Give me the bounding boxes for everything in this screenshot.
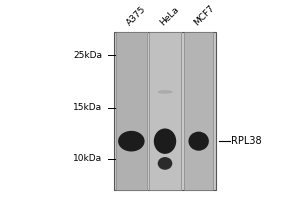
Text: 10kDa: 10kDa (73, 154, 102, 163)
Ellipse shape (158, 157, 172, 170)
Text: A375: A375 (125, 5, 148, 28)
Bar (114, 32, 216, 190)
Ellipse shape (154, 128, 176, 154)
Ellipse shape (118, 131, 145, 151)
Text: 15kDa: 15kDa (73, 103, 102, 112)
Text: HeLa: HeLa (159, 5, 181, 28)
Bar (149, 32, 181, 190)
Ellipse shape (157, 90, 173, 94)
Text: RPL38: RPL38 (231, 136, 262, 146)
Ellipse shape (188, 132, 209, 151)
Bar (116, 32, 147, 190)
Bar (184, 32, 213, 190)
Text: MCF7: MCF7 (192, 4, 216, 28)
Text: 25kDa: 25kDa (73, 51, 102, 60)
